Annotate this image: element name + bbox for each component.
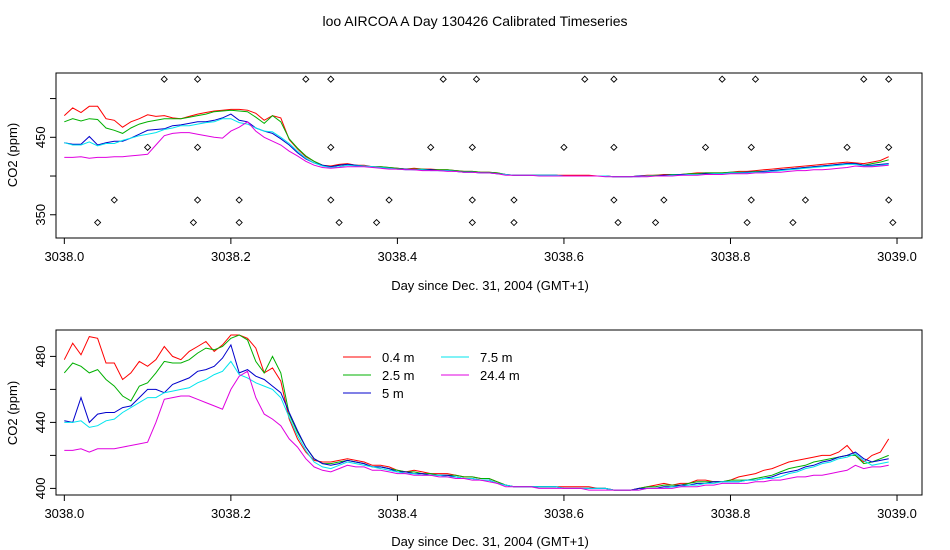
calibration-marker	[610, 143, 618, 152]
bottom-x-axis-label: Day since Dec. 31, 2004 (GMT+1)	[391, 534, 589, 549]
calibration-marker	[789, 218, 797, 227]
top-x-axis-label: Day since Dec. 31, 2004 (GMT+1)	[391, 278, 589, 293]
calibration-marker	[327, 196, 335, 204]
calibration-marker	[747, 143, 755, 152]
calibration-marker	[385, 196, 393, 204]
legend-label: 7.5 m	[480, 350, 513, 365]
top-y-tick-label: 350	[33, 204, 48, 226]
top-x-tick-label: 3038.6	[544, 249, 584, 264]
calibration-marker	[472, 75, 481, 83]
calibration-marker	[235, 218, 243, 227]
calibration-marker	[510, 218, 518, 227]
bottom-x-tick-label: 3038.8	[711, 506, 751, 521]
top-y-axis-label: CO2 (ppm)	[5, 123, 20, 187]
calibration-marker	[189, 218, 198, 227]
calibration-marker	[581, 75, 589, 83]
calibration-marker	[302, 75, 310, 83]
calibration-marker	[468, 196, 476, 204]
top-axes: 3038.0 3038.2 3038.4 3038.6 3038.8 3039.0 350 4…	[33, 98, 917, 264]
top-series-line-7-5-mm	[64, 118, 889, 178]
calibration-marker	[468, 143, 476, 152]
calibration-marker	[743, 218, 751, 227]
calibration-marker	[560, 143, 568, 152]
calibration-marker	[889, 218, 897, 227]
calibration-marker	[235, 196, 243, 204]
top-x-tick-label: 3039.0	[877, 249, 917, 264]
calibration-marker	[327, 75, 335, 83]
legend-label: 24.4 m	[480, 368, 520, 383]
bottom-x-tick-label: 3038.0	[44, 506, 84, 521]
calibration-marker	[193, 196, 202, 204]
top-plot-frame	[55, 72, 923, 239]
calibration-marker	[610, 75, 618, 83]
calibration-marker	[468, 218, 476, 227]
top-series-line-24-4-mm	[64, 121, 889, 178]
bottom-series-line-2-5-mm	[63, 334, 889, 491]
bottom-series-line-5-mm	[64, 343, 889, 491]
legend-label: 5 m	[382, 386, 404, 401]
top-x-tick-label: 3038.4	[378, 249, 418, 264]
bottom-x-tick-label: 3038.6	[544, 506, 584, 521]
top-x-tick-label: 3038.0	[44, 249, 84, 264]
bottom-series-line-0-4-mm	[63, 334, 890, 491]
calibration-marker	[110, 196, 118, 204]
calibration-marker	[860, 75, 868, 83]
calibration-marker	[718, 75, 726, 83]
bottom-series-line-24-4-mm	[64, 370, 889, 491]
calibration-marker	[193, 143, 202, 152]
calibration-marker	[427, 143, 435, 152]
calibration-marker	[651, 218, 660, 227]
calibration-marker	[747, 196, 755, 204]
calibration-marker	[660, 196, 668, 204]
top-calibration-markers	[93, 75, 897, 227]
bottom-series-lines	[63, 334, 890, 491]
bottom-legend: 0.4 m 2.5 m 5 m 7.5 m 24.4 m	[343, 350, 520, 401]
calibration-marker	[843, 143, 851, 152]
top-x-tick-label: 3038.8	[711, 249, 751, 264]
top-x-tick-label: 3038.2	[211, 249, 251, 264]
bottom-y-axis-label: CO2 (ppm)	[5, 381, 20, 445]
bottom-x-tick-label: 3038.2	[211, 506, 251, 521]
bottom-plot-frame	[55, 329, 923, 496]
top-series-line-0-4-mm	[63, 105, 889, 178]
calibration-marker	[610, 196, 618, 204]
bottom-y-tick-label: 440	[33, 412, 48, 434]
figure-title: loo AIRCOA A Day 130426 Calibrated Times…	[322, 13, 627, 29]
top-y-tick-label: 450	[33, 126, 48, 148]
top-series-line-5-mm	[64, 113, 889, 178]
top-series-lines	[63, 105, 889, 178]
calibration-marker	[93, 218, 102, 227]
calibration-marker	[335, 218, 343, 227]
bottom-axes: 3038.0 3038.2 3038.4 3038.6 3038.8 3039.0 400 4…	[33, 346, 917, 521]
bottom-x-tick-label: 3039.0	[877, 506, 917, 521]
calibration-marker	[193, 75, 202, 83]
calibration-marker	[439, 75, 447, 83]
legend-label: 2.5 m	[382, 368, 415, 383]
bottom-x-tick-label: 3038.4	[378, 506, 418, 521]
calibration-marker	[885, 143, 893, 152]
calibration-marker	[510, 196, 518, 204]
calibration-marker	[885, 75, 893, 83]
top-series-line-2-5-mm	[64, 109, 889, 178]
calibration-marker	[701, 143, 710, 152]
calibration-marker	[801, 196, 810, 204]
calibration-marker	[885, 196, 893, 204]
bottom-timeseries-panel: 3038.0 3038.2 3038.4 3038.6 3038.8 3039.0 400 4…	[5, 329, 923, 549]
calibration-marker	[372, 218, 381, 227]
calibration-marker	[614, 218, 622, 227]
bottom-y-tick-label: 400	[33, 478, 48, 500]
bottom-series-line-7-5-mm	[64, 360, 889, 491]
calibration-marker	[327, 143, 335, 152]
bottom-y-tick-label: 480	[33, 346, 48, 368]
calibration-marker	[143, 143, 152, 152]
top-timeseries-panel: 3038.0 3038.2 3038.4 3038.6 3038.8 3039.0 350 4…	[5, 72, 923, 293]
calibration-marker	[160, 75, 168, 83]
legend-label: 0.4 m	[382, 350, 415, 365]
calibration-marker	[751, 75, 760, 83]
